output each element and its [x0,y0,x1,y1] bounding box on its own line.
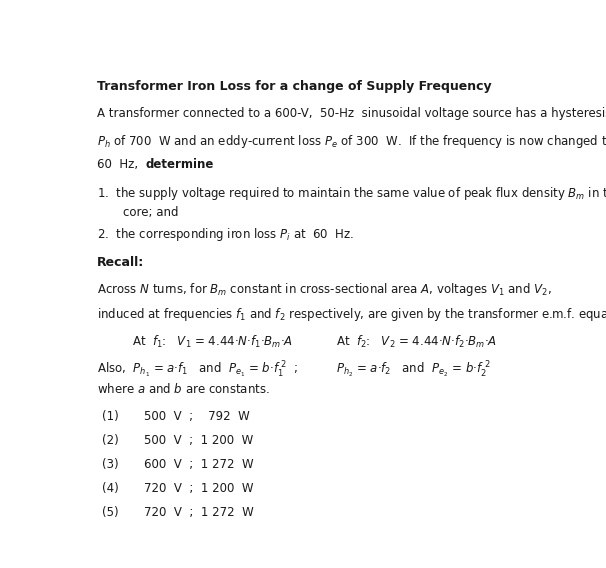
Text: (5): (5) [102,506,118,519]
Text: core; and: core; and [122,206,178,219]
Text: induced at frequencies $f_1$ and $f_2$ respectively, are given by the transforme: induced at frequencies $f_1$ and $f_2$ r… [97,306,606,323]
Text: 500  V  ;    792  W: 500 V ; 792 W [144,410,250,423]
Text: where $a$ and $b$ are constants.: where $a$ and $b$ are constants. [97,382,270,396]
Text: 600  V  ;  1 272  W: 600 V ; 1 272 W [144,458,253,471]
Text: At  $f_1$:   $V_1$ = 4.44·$N$·$f_1$·$B_m$·$A$: At $f_1$: $V_1$ = 4.44·$N$·$f_1$·$B_m$·$… [132,334,293,350]
Text: 60  Hz,: 60 Hz, [97,158,142,171]
Text: (4): (4) [102,482,118,495]
Text: 1.  the supply voltage required to maintain the same value of peak flux density : 1. the supply voltage required to mainta… [97,185,606,202]
Text: determine: determine [145,158,214,171]
Text: Transformer Iron Loss for a change of Supply Frequency: Transformer Iron Loss for a change of Su… [97,80,491,93]
Text: 500  V  ;  1 200  W: 500 V ; 1 200 W [144,434,253,447]
Text: $P_{h_2}$ = $a$·$f_2$   and  $P_{e_2}$ = $b$·$f_2^{\ 2}$: $P_{h_2}$ = $a$·$f_2$ and $P_{e_2}$ = $b… [336,360,491,380]
Text: :: : [200,158,204,171]
Text: 720  V  ;  1 200  W: 720 V ; 1 200 W [144,482,253,495]
Text: (1): (1) [102,410,118,423]
Text: 720  V  ;  1 272  W: 720 V ; 1 272 W [144,506,253,519]
Text: A transformer connected to a 600-V,  50-Hz  sinusoidal voltage source has a hyst: A transformer connected to a 600-V, 50-H… [97,107,606,120]
Text: (3): (3) [102,458,118,471]
Text: Recall:: Recall: [97,256,144,269]
Text: Across $N$ turns, for $B_m$ constant in cross-sectional area $A$, voltages $V_1$: Across $N$ turns, for $B_m$ constant in … [97,281,551,298]
Text: Also,  $P_{h_1}$ = $a$·$f_1$   and  $P_{e_1}$ = $b$·$f_1^{\ 2}$  ;: Also, $P_{h_1}$ = $a$·$f_1$ and $P_{e_1}… [97,360,298,380]
Text: $P_h$ of 700  W and an eddy-current loss $P_e$ of 300  W.  If the frequency is n: $P_h$ of 700 W and an eddy-current loss … [97,133,606,150]
Text: At  $f_2$:   $V_2$ = 4.44·$N$·$f_2$·$B_m$·$A$: At $f_2$: $V_2$ = 4.44·$N$·$f_2$·$B_m$·$… [336,334,498,350]
Text: (2): (2) [102,434,118,447]
Text: 2.  the corresponding iron loss $P_i$ at  60  Hz.: 2. the corresponding iron loss $P_i$ at … [97,227,355,244]
